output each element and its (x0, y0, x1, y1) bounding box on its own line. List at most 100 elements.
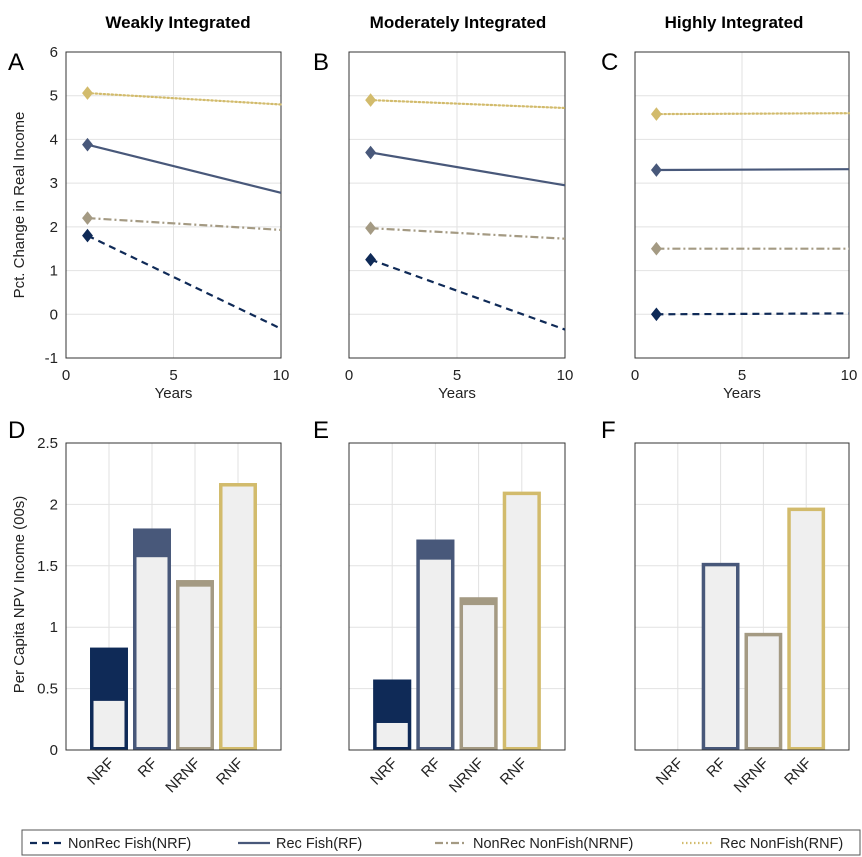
panel-letter-d: D (8, 417, 25, 444)
bar-inner-rnf (506, 495, 538, 747)
bar-inner-nrf (376, 722, 408, 747)
x-tick-label: 10 (557, 367, 574, 384)
legend-label-rf: Rec Fish(RF) (276, 836, 362, 852)
legend-label-rnf: Rec NonFish(RNF) (720, 836, 843, 852)
marker-nrnf (82, 211, 93, 225)
category-label-rf: RF (418, 755, 444, 781)
panel-letter-b: B (313, 49, 329, 76)
x-tick-label: 5 (453, 367, 461, 384)
category-label-nrnf: NRNF (731, 755, 772, 796)
legend-label-nrnf: NonRec NonFish(NRNF) (473, 836, 633, 852)
marker-nrf (82, 228, 93, 243)
panel-b: 0 5 10 Years (345, 51, 574, 402)
category-label-nrnf: NRNF (446, 755, 487, 796)
category-label-nrf: NRF (653, 755, 687, 789)
panel-c-frame (634, 51, 850, 359)
x-axis-label: Years (438, 385, 476, 402)
marker-nrf (365, 252, 377, 267)
panel-e: NRF RF NRNF RNF (348, 442, 566, 796)
panel-letter-c: C (601, 49, 618, 76)
series-line-nrf (370, 258, 566, 331)
legend-label-nrf: NonRec Fish(NRF) (68, 836, 191, 852)
y-axis-label: Pct. Change in Real Income (11, 112, 28, 299)
series-line-rf (656, 168, 850, 172)
marker-nrnf (365, 221, 377, 235)
marker-nrf (650, 307, 662, 322)
bar-inner-rf (136, 557, 168, 747)
y-tick-label: -1 (45, 350, 58, 367)
x-tick-label: 5 (169, 367, 177, 384)
marker-rnf (365, 93, 377, 107)
y-tick-label: 0 (50, 306, 58, 323)
y-tick-label: 4 (50, 131, 58, 148)
panel-d: 0 0.5 1 1.5 2 2.5 NRF RF NRNF RNF Per Capita NPV I… (11, 435, 282, 796)
x-tick-label: 0 (631, 367, 639, 384)
x-tick-label: 0 (62, 367, 70, 384)
panel-a-frame (65, 51, 282, 359)
bar-inner-nrnf (463, 605, 495, 747)
y-tick-label: 0 (50, 742, 58, 759)
category-label-nrf: NRF (367, 755, 401, 789)
category-label-rf: RF (135, 755, 161, 781)
marker-rf (365, 145, 377, 160)
y-tick-label: 1 (50, 619, 58, 636)
marker-rnf (82, 86, 93, 100)
legend: NonRec Fish(NRF) Rec Fish(RF) NonRec NonFi… (21, 829, 861, 856)
x-tick-label: 5 (738, 367, 746, 384)
panel-letter-a: A (8, 49, 24, 76)
y-tick-label: 0.5 (37, 681, 58, 698)
panel-letter-e: E (313, 417, 329, 444)
bar-inner-nrf (93, 700, 125, 747)
marker-rnf (650, 107, 662, 121)
x-axis-label: Years (155, 385, 193, 402)
series-line-nrnf (370, 227, 566, 240)
x-tick-label: 10 (273, 367, 290, 384)
series-line-rf (370, 151, 566, 187)
series-line-rnf (86, 92, 283, 106)
category-label-nrnf: NRNF (162, 755, 203, 796)
marker-rf (82, 137, 93, 152)
panel-f-frame (634, 442, 850, 751)
y-tick-label: 2 (50, 496, 58, 513)
series-line-nrf (656, 312, 850, 316)
category-label-rnf: RNF (781, 755, 815, 789)
series-line-rnf (655, 112, 851, 116)
bar-inner-rf (419, 559, 451, 747)
y-tick-label: 1 (50, 263, 58, 280)
y-tick-label: 2.5 (37, 435, 58, 452)
category-label-rnf: RNF (497, 755, 531, 789)
bar-inner-nrnf (179, 586, 211, 747)
panel-c: 0 5 10 Years (631, 51, 858, 402)
y-axis-label: Per Capita NPV Income (00s) (11, 496, 28, 694)
panel-f: NRF RF NRNF RNF (634, 442, 850, 796)
bar-inner-rnf (222, 486, 254, 747)
panel-b-frame (348, 51, 566, 359)
column-title-weak: Weakly Integrated (105, 13, 250, 32)
marker-rf (650, 163, 662, 177)
panel-d-frame (65, 442, 282, 751)
x-axis-label: Years (723, 385, 761, 402)
x-tick-label: 10 (841, 367, 858, 384)
column-title-high: Highly Integrated (665, 13, 804, 32)
series-line-nrnf (87, 217, 282, 231)
y-tick-label: 3 (50, 175, 58, 192)
y-tick-label: 6 (50, 44, 58, 61)
panel-e-frame (348, 442, 566, 751)
bar-inner-nrnf (747, 636, 779, 747)
series-line-rf (87, 143, 282, 194)
category-label-rnf: RNF (213, 755, 247, 789)
y-tick-label: 2 (50, 219, 58, 236)
y-tick-label: 5 (50, 88, 58, 105)
category-label-rf: RF (703, 755, 729, 781)
bar-inner-rf (705, 566, 737, 747)
series-line-rnf (369, 99, 567, 110)
category-label-nrf: NRF (84, 755, 118, 789)
x-tick-label: 0 (345, 367, 353, 384)
y-tick-label: 1.5 (37, 558, 58, 575)
panel-letter-f: F (601, 417, 616, 444)
column-title-moderate: Moderately Integrated (370, 13, 547, 32)
bar-inner-rnf (790, 511, 822, 747)
